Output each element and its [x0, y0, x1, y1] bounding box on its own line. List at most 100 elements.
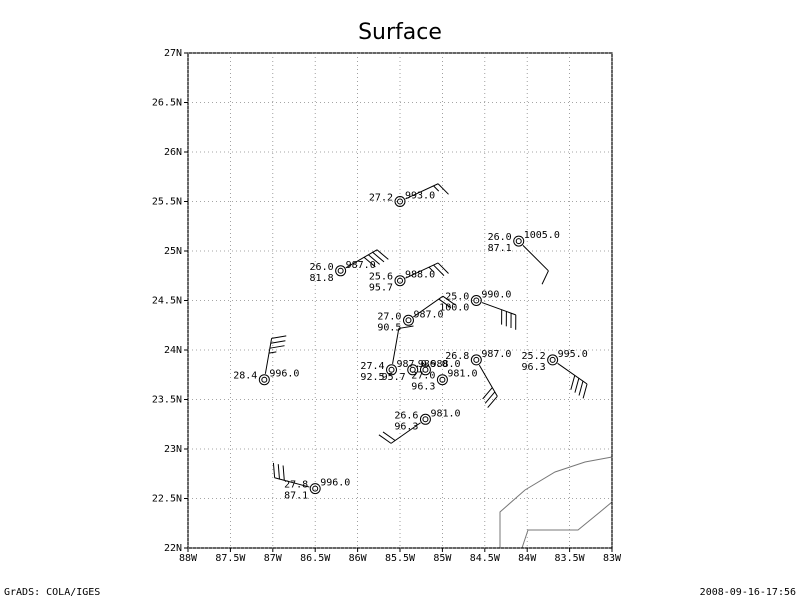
temperature-label: 26.0	[310, 262, 334, 273]
station-marker-inner	[312, 485, 319, 492]
x-tick-label: 84W	[518, 553, 537, 564]
pressure-label: 987.0	[481, 349, 511, 360]
station-marker-inner	[405, 317, 412, 324]
humidity-label: 96.3	[522, 362, 546, 373]
station-marker	[407, 364, 419, 376]
x-tick-label: 84.5W	[470, 553, 501, 564]
station-marker	[419, 413, 431, 425]
footer-right: 2008-09-16-17:56	[700, 587, 796, 598]
x-tick-label: 85.5W	[385, 553, 416, 564]
station-marker-inner	[397, 277, 403, 284]
station-marker	[470, 295, 482, 306]
wind-barb	[272, 462, 310, 488]
coastline	[499, 456, 613, 549]
station-marker-inner	[515, 238, 522, 245]
pressure-label: 995.0	[558, 349, 588, 360]
humidity-label: 81.8	[310, 273, 334, 284]
wind-barb	[392, 325, 414, 364]
station-marker	[470, 354, 482, 366]
wind-barb	[405, 262, 449, 279]
footer-left: GrADS: COLA/IGES	[4, 587, 100, 598]
x-tick-label: 87W	[264, 553, 283, 564]
wind-barb	[378, 422, 421, 444]
station-marker	[386, 364, 398, 376]
pressure-label: 987.0	[346, 260, 376, 271]
station-marker	[394, 275, 406, 287]
temperature-label: 27.2	[369, 193, 393, 204]
y-tick-label: 23N	[164, 444, 182, 455]
temperature-label: 27.8	[284, 480, 308, 491]
y-tick-label: 24N	[164, 345, 182, 356]
station-marker	[513, 235, 525, 247]
station-marker	[547, 354, 559, 366]
y-tick-label: 24.5N	[152, 296, 182, 307]
temperature-label: 28.4	[233, 371, 257, 382]
humidity-label: 96.3	[394, 421, 418, 432]
station-marker-inner	[388, 366, 395, 373]
y-tick-label: 22N	[164, 543, 182, 554]
wind-barb	[522, 244, 549, 285]
temperature-label: 26.8	[445, 351, 469, 362]
station-marker	[419, 364, 431, 376]
pressure-label: 981.0	[447, 369, 477, 380]
wind-barb	[557, 362, 588, 399]
station-marker	[402, 314, 414, 326]
station-marker-inner	[422, 366, 429, 373]
pressure-label: 1005.0	[524, 230, 560, 241]
y-tick-label: 23.5N	[152, 395, 182, 406]
x-tick-label: 87.5W	[215, 553, 246, 564]
temperature-label: 27.4	[360, 361, 384, 372]
pressure-label: 996.0	[320, 478, 350, 489]
wind-barb	[481, 302, 517, 330]
pressure-label: 987.0	[413, 309, 443, 320]
station-marker	[258, 374, 270, 386]
station-marker-inner	[549, 356, 556, 363]
temperature-label: 27.0	[377, 311, 401, 322]
x-tick-label: 85W	[433, 553, 452, 564]
y-tick-label: 26N	[164, 147, 182, 158]
wind-barb	[405, 183, 449, 200]
humidity-label: 92.5	[360, 372, 384, 383]
temperature-label: 25.2	[522, 351, 546, 362]
station-marker	[436, 374, 448, 386]
station-marker-inner	[473, 356, 480, 363]
station-marker-inner	[473, 297, 480, 304]
station-marker-inner	[397, 198, 403, 205]
station-marker-inner	[337, 267, 344, 274]
pressure-label: 981.0	[430, 408, 460, 419]
temperature-label: 25.0	[445, 292, 469, 303]
y-tick-label: 26.5N	[152, 98, 182, 109]
pressure-label: 993.0	[405, 191, 435, 202]
wind-barb	[264, 335, 287, 374]
temperature-label: 26.0	[488, 232, 512, 243]
pressure-label: 986.0	[418, 359, 448, 370]
station-marker-inner	[409, 366, 416, 373]
wind-barb	[478, 364, 498, 408]
station-marker	[394, 196, 406, 207]
humidity-label: 87.1	[488, 243, 512, 254]
temperature-label: 25.6	[369, 272, 393, 283]
y-tick-label: 22.5N	[152, 494, 182, 505]
pressure-label: 987.0	[397, 359, 427, 370]
humidity-label: 90.5	[377, 322, 401, 333]
x-tick-label: 83W	[603, 553, 622, 564]
y-tick-label: 27N	[164, 48, 182, 59]
x-tick-label: 86.5W	[300, 553, 331, 564]
humidity-label: 96.3	[411, 382, 435, 393]
wind-barb	[413, 295, 456, 318]
station-marker	[335, 265, 347, 277]
x-tick-label: 88W	[179, 553, 198, 564]
humidity-label: 95.7	[382, 372, 406, 383]
y-tick-label: 25.5N	[152, 197, 182, 208]
x-tick-label: 83.5W	[555, 553, 586, 564]
temperature-label: 26.6	[394, 410, 418, 421]
humidity-label: 95.7	[369, 283, 393, 294]
pressure-label: 990.0	[481, 290, 511, 301]
pressure-label: 988.0	[405, 270, 435, 281]
pressure-label: 996.0	[269, 369, 299, 380]
station-marker	[309, 483, 321, 495]
x-tick-label: 86W	[349, 553, 368, 564]
y-tick-label: 25N	[164, 246, 182, 257]
temperature-label: 27.0	[411, 371, 435, 382]
